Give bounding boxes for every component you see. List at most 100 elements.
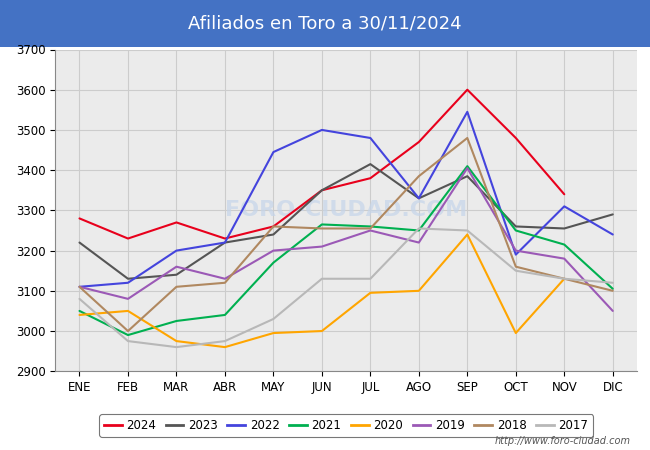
2021 (560, 242, 568, 247)
Text: FORO-CIUDAD.COM: FORO-CIUDAD.COM (225, 200, 467, 220)
Line: 2018: 2018 (79, 138, 613, 331)
2024 (512, 135, 520, 141)
2022 (463, 109, 471, 115)
2018 (270, 224, 278, 229)
2021 (609, 286, 617, 292)
2022 (318, 127, 326, 133)
2018 (609, 288, 617, 293)
2020 (124, 308, 132, 314)
2022 (221, 240, 229, 245)
2019 (318, 244, 326, 249)
2018 (124, 328, 132, 334)
2022 (75, 284, 83, 289)
2024 (367, 176, 374, 181)
2023 (463, 174, 471, 179)
2017 (367, 276, 374, 281)
2019 (124, 296, 132, 302)
2018 (463, 135, 471, 141)
Line: 2023: 2023 (79, 164, 613, 279)
2023 (415, 196, 422, 201)
2024 (270, 224, 278, 229)
Legend: 2024, 2023, 2022, 2021, 2020, 2019, 2018, 2017: 2024, 2023, 2022, 2021, 2020, 2019, 2018… (99, 414, 593, 436)
2017 (221, 338, 229, 344)
2018 (75, 284, 83, 289)
Text: http://www.foro-ciudad.com: http://www.foro-ciudad.com (495, 436, 630, 446)
Line: 2022: 2022 (79, 112, 613, 287)
Line: 2024: 2024 (79, 90, 564, 239)
2024 (124, 236, 132, 241)
2019 (270, 248, 278, 253)
2020 (270, 330, 278, 336)
2017 (415, 226, 422, 231)
2023 (172, 272, 180, 278)
2023 (512, 224, 520, 229)
2019 (367, 228, 374, 233)
2017 (124, 338, 132, 344)
2023 (124, 276, 132, 281)
2022 (560, 204, 568, 209)
2023 (75, 240, 83, 245)
Line: 2020: 2020 (79, 234, 564, 347)
2020 (560, 276, 568, 281)
2024 (463, 87, 471, 92)
2017 (560, 276, 568, 281)
2018 (512, 264, 520, 270)
2017 (172, 344, 180, 350)
2024 (415, 140, 422, 145)
2021 (512, 228, 520, 233)
2021 (318, 222, 326, 227)
2019 (560, 256, 568, 261)
2021 (270, 260, 278, 265)
2021 (124, 333, 132, 338)
2022 (512, 252, 520, 257)
2024 (560, 192, 568, 197)
Line: 2021: 2021 (79, 166, 613, 335)
2020 (172, 338, 180, 344)
2020 (75, 312, 83, 318)
2022 (172, 248, 180, 253)
2021 (172, 318, 180, 324)
2017 (463, 228, 471, 233)
2020 (318, 328, 326, 334)
2017 (609, 280, 617, 285)
2019 (415, 240, 422, 245)
2021 (75, 308, 83, 314)
2024 (172, 220, 180, 225)
2024 (318, 188, 326, 193)
2017 (75, 296, 83, 302)
2019 (75, 284, 83, 289)
Line: 2019: 2019 (79, 168, 613, 311)
Text: Afiliados en Toro a 30/11/2024: Afiliados en Toro a 30/11/2024 (188, 14, 462, 33)
2018 (367, 226, 374, 231)
2018 (172, 284, 180, 289)
2019 (463, 166, 471, 171)
2023 (318, 188, 326, 193)
2018 (221, 280, 229, 285)
2022 (609, 232, 617, 237)
2022 (367, 135, 374, 141)
2022 (270, 149, 278, 155)
2021 (221, 312, 229, 318)
2023 (609, 212, 617, 217)
2021 (463, 163, 471, 169)
2023 (367, 162, 374, 167)
2018 (415, 174, 422, 179)
2020 (367, 290, 374, 296)
2018 (318, 226, 326, 231)
2017 (512, 268, 520, 274)
2024 (75, 216, 83, 221)
2020 (512, 330, 520, 336)
2020 (463, 232, 471, 237)
2022 (124, 280, 132, 285)
2024 (221, 236, 229, 241)
2019 (221, 276, 229, 281)
2023 (560, 226, 568, 231)
2019 (609, 308, 617, 314)
2020 (415, 288, 422, 293)
2019 (512, 248, 520, 253)
2023 (221, 240, 229, 245)
2017 (270, 316, 278, 322)
2022 (415, 196, 422, 201)
2019 (172, 264, 180, 270)
2021 (415, 228, 422, 233)
